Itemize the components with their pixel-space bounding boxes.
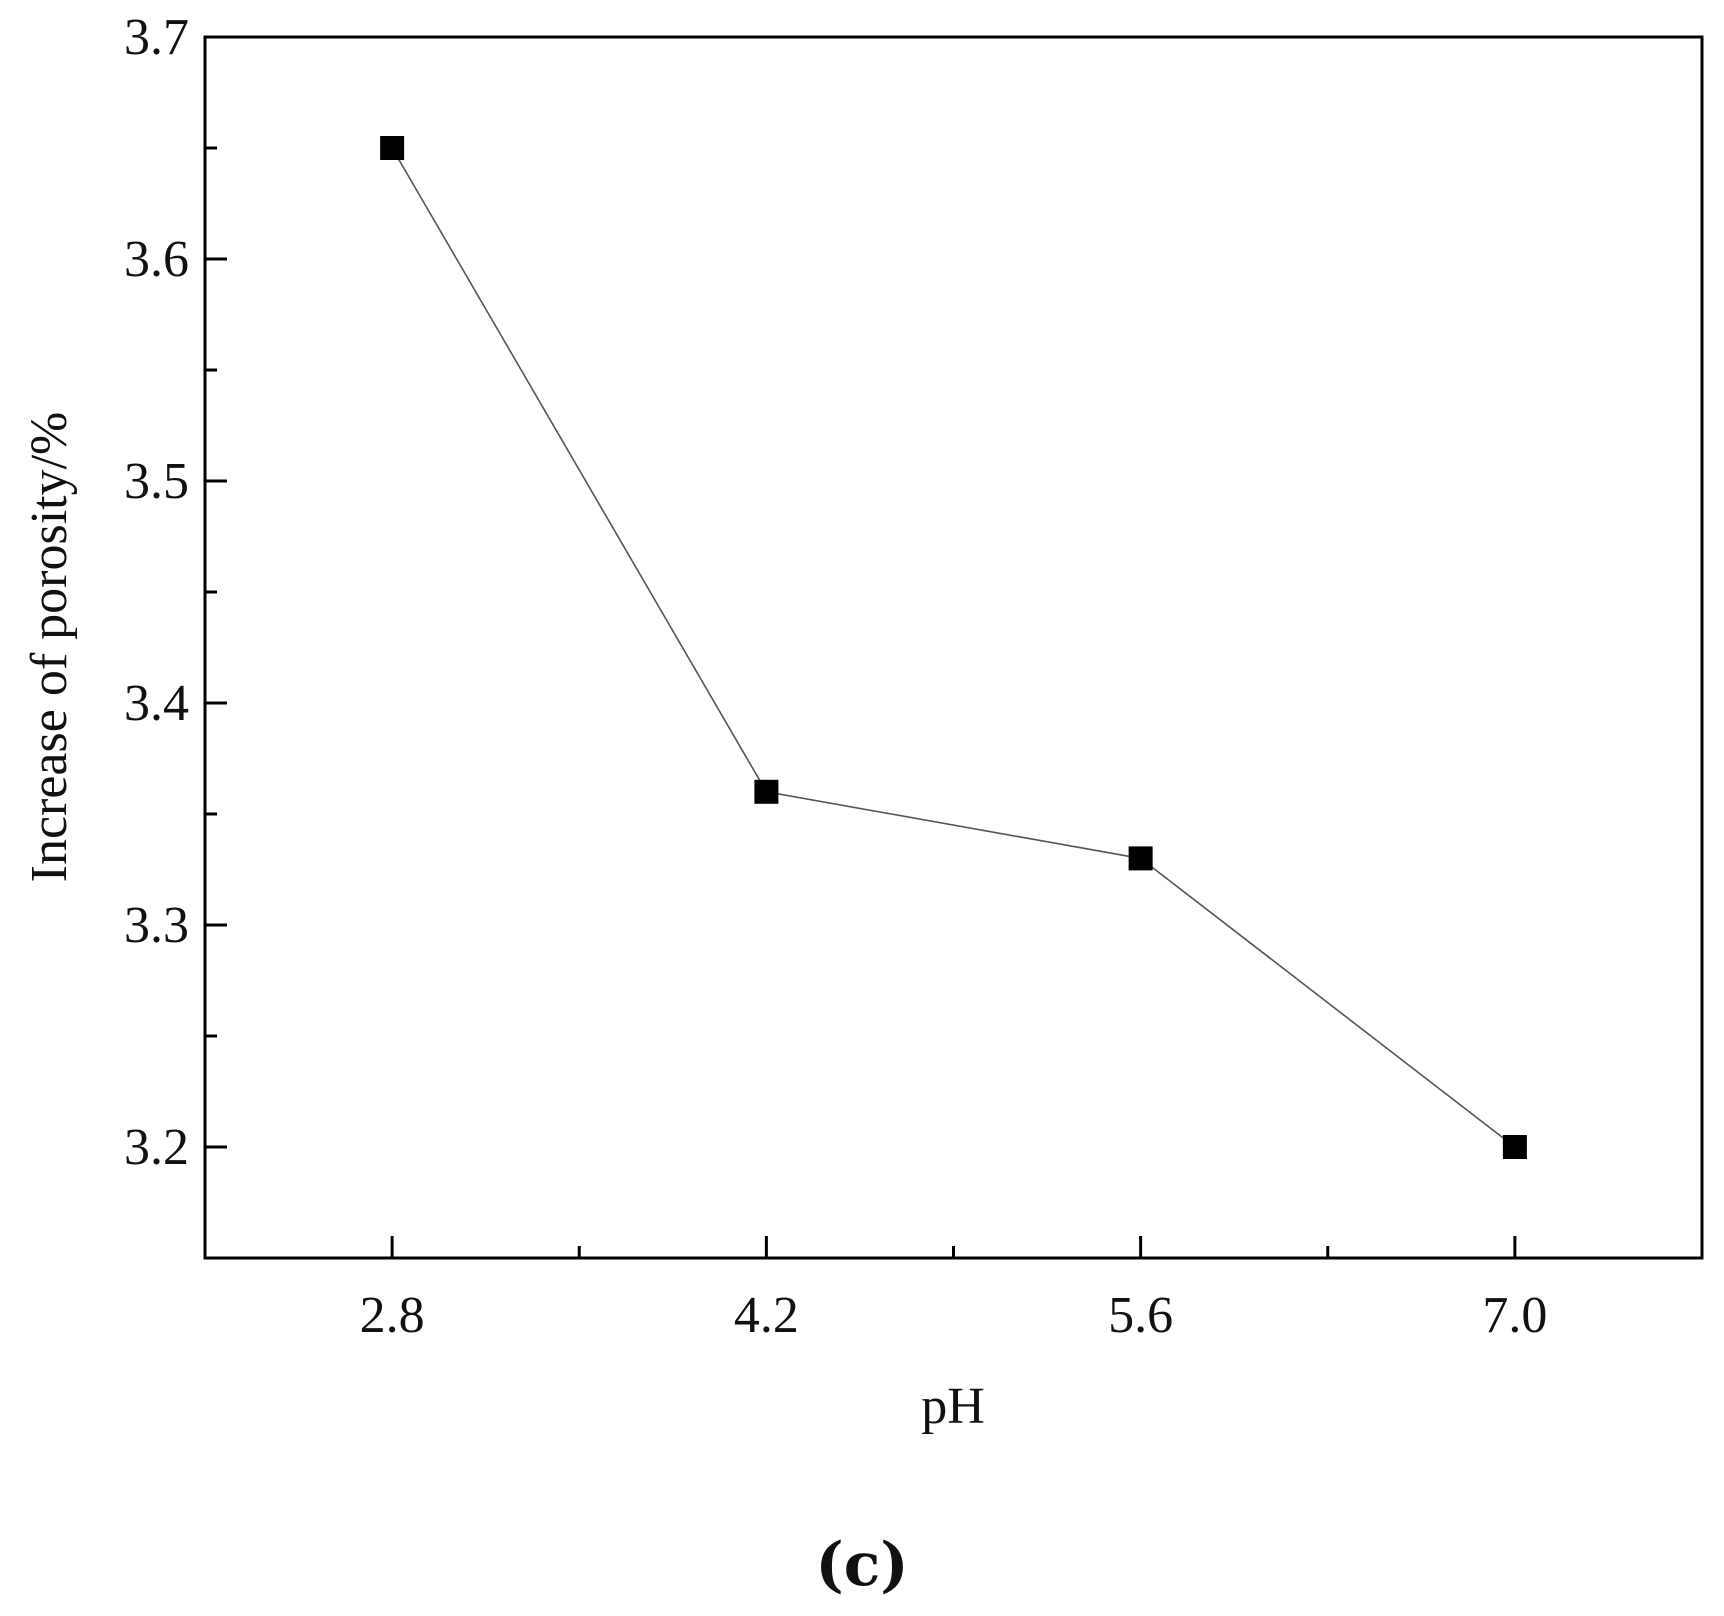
data-point-marker — [380, 136, 405, 160]
x-tick-label: 4.2 — [734, 1287, 799, 1344]
data-point-marker — [754, 779, 779, 804]
data-markers — [380, 136, 1527, 1159]
y-tick-label: 3.2 — [124, 1119, 189, 1176]
data-point-marker — [1502, 1135, 1527, 1159]
y-tick-label: 3.5 — [124, 453, 189, 510]
y-tick-label: 3.6 — [124, 231, 189, 288]
tick-labels: 2.8 4.2 5.6 7.0 3.2 3.3 3.4 3.5 3.6 3.7 — [124, 9, 1547, 1344]
series-line — [391, 147, 1516, 1148]
y-tick-label: 3.7 — [124, 9, 189, 66]
plot-frame — [203, 35, 1704, 1260]
x-tick-label: 7.0 — [1482, 1287, 1547, 1344]
data-point-marker — [1128, 846, 1153, 871]
y-tick-label: 3.4 — [124, 675, 189, 732]
ticks — [205, 35, 1517, 1258]
panel-label: (c) — [815, 1530, 908, 1600]
y-axis-title: Increase of porosity/% — [21, 412, 78, 883]
x-tick-label: 5.6 — [1108, 1287, 1173, 1344]
y-tick-label: 3.3 — [124, 897, 189, 954]
x-tick-label: 2.8 — [360, 1287, 425, 1344]
x-axis-title: pH — [921, 1378, 985, 1435]
